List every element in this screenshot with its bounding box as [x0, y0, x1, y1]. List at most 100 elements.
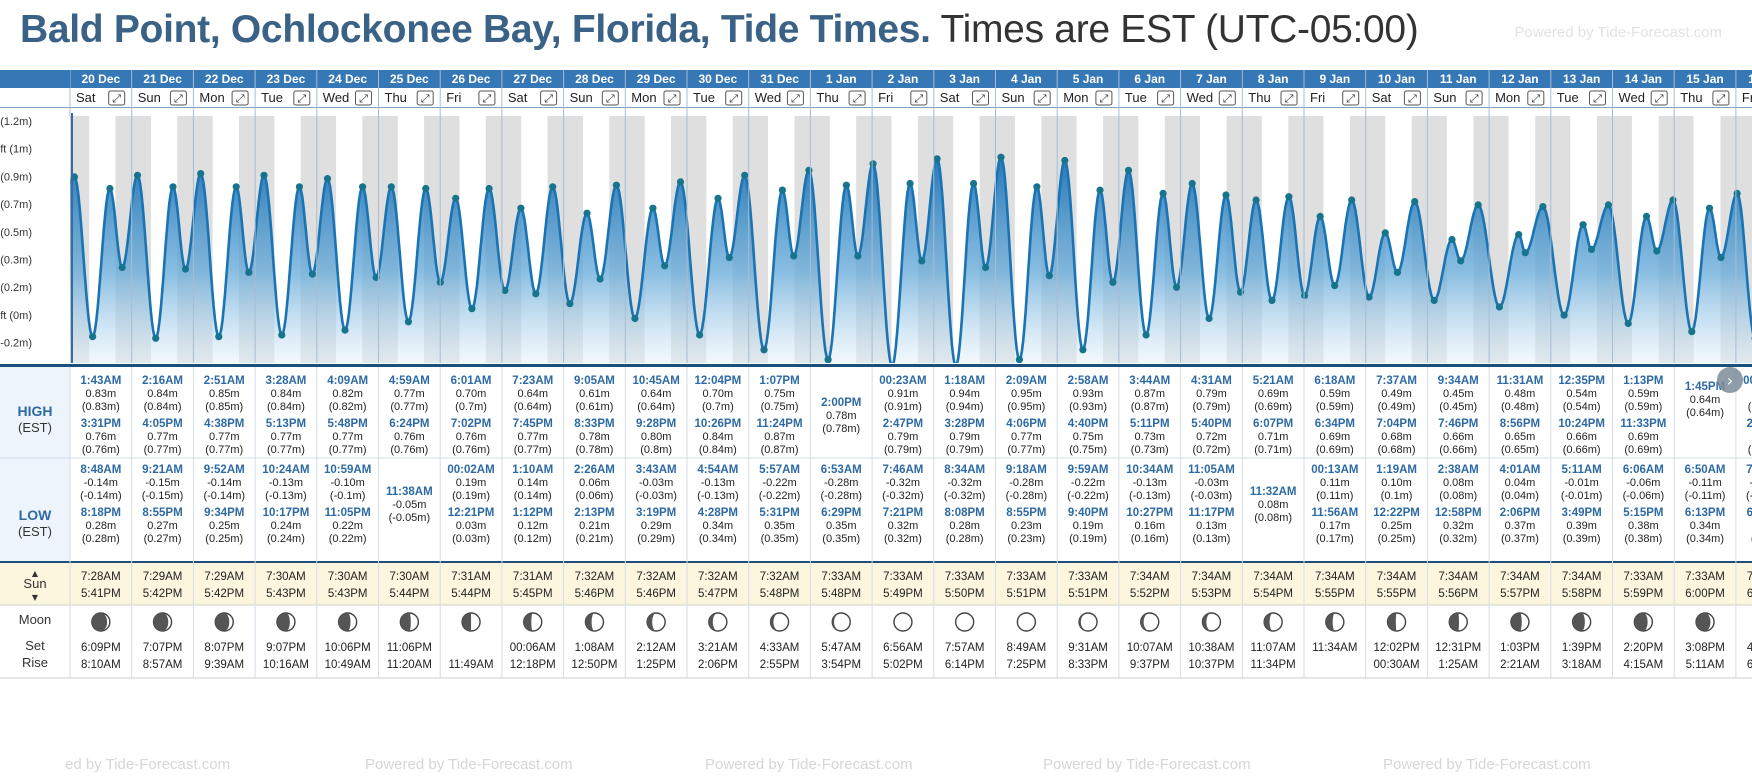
high-tide-time: 11:24PM: [757, 418, 803, 430]
low-tide-time: 10:24AM: [262, 464, 309, 476]
low-tide-point: [890, 362, 894, 363]
low-tide-time: 9:34PM: [204, 507, 244, 519]
date-label: 23 Dec: [267, 72, 306, 86]
page-header: Bald Point, Ochlockonee Bay, Florida, Ti…: [0, 0, 1752, 70]
expand-icon: ⤢: [1531, 92, 1540, 105]
low-tide-time: 12:22PM: [1373, 507, 1420, 519]
moon-phase-shadow: [153, 613, 169, 631]
low-tide-height-alt: (0.35m): [822, 533, 860, 545]
high-tide-height-alt: (0.77m): [329, 444, 367, 456]
expand-icon: ⤢: [1223, 92, 1232, 105]
high-tide-time: 1:43AM: [80, 375, 121, 387]
moonset-time: 9:31AM: [1068, 642, 1108, 654]
expand-day-button: [1157, 90, 1175, 106]
high-tide-height: 0.84m: [271, 388, 302, 400]
low-tide-height: 0.35m: [764, 520, 795, 532]
high-tide-height: 0.76m: [86, 431, 117, 443]
low-tide-height-alt: (0.35m): [761, 533, 799, 545]
low-tide-point: [308, 270, 316, 278]
high-tide-time: 3:31PM: [81, 418, 121, 430]
low-tide-height-alt: (0.28m): [946, 533, 984, 545]
high-tide-height: 0.77m: [332, 431, 363, 443]
high-tide-time: 2:15PM: [1747, 418, 1752, 430]
low-tide-time: 1:12PM: [513, 507, 553, 519]
low-tide-height-alt: (-0.03m): [1191, 490, 1233, 502]
high-tide-height: 0.54m: [1566, 388, 1597, 400]
low-tide-point: [954, 362, 958, 363]
moonrise-time: 9:39AM: [204, 659, 244, 671]
high-tide-height: 0.73m: [1134, 431, 1165, 443]
low-tide-height: -0.28m: [1009, 477, 1043, 489]
moonset-time: 10:38AM: [1188, 642, 1234, 654]
high-tide-time: 5:13PM: [266, 418, 306, 430]
low-tide-height: -0.13m: [701, 477, 735, 489]
low-tide-height: -0.28m: [824, 477, 858, 489]
weekday-label: Mon: [1495, 90, 1520, 105]
low-tide-height: -0.14m: [84, 477, 118, 489]
high-tide-point: [422, 184, 430, 193]
weekday-label: Thu: [1680, 90, 1702, 105]
high-tide-height: 0.59m: [1628, 388, 1659, 400]
low-tide-height-alt: (0.25m): [205, 533, 243, 545]
high-tide-height: 0.45m: [1443, 388, 1474, 400]
low-tide-point: [89, 333, 97, 341]
sunrise-time: 7:33AM: [821, 571, 861, 583]
weekday-label: Sun: [1002, 90, 1025, 105]
low-tide-height-alt: (0.3m): [1751, 533, 1752, 545]
high-tide-height-alt: (0.68m): [1378, 444, 1416, 456]
high-tide-time: 1:45PM: [1685, 381, 1725, 393]
moonrise-time: 12:50PM: [571, 659, 617, 671]
high-tide-height: 0.69m: [1628, 431, 1659, 443]
sunset-time: 6:00PM: [1747, 588, 1752, 600]
low-tide-point: [1393, 268, 1402, 276]
high-tide-time: 8:56PM: [1500, 418, 1540, 430]
low-tide-time: 10:59AM: [324, 464, 371, 476]
moon-phase-shadow: [1140, 613, 1150, 631]
high-tide-point: [676, 178, 685, 186]
moonrise-time: 2:21AM: [1500, 659, 1540, 671]
high-tide-point: [1642, 212, 1651, 220]
sunset-time: 5:46PM: [575, 588, 615, 600]
expand-day-button: [1218, 90, 1236, 106]
high-tide-point: [970, 179, 978, 188]
date-label: 12 Jan: [1501, 72, 1538, 86]
expand-day-button: [972, 90, 989, 106]
moonset-time: 00:06AM: [510, 642, 556, 654]
expand-day-button: [1465, 90, 1483, 106]
low-tide-point: [566, 300, 574, 308]
high-tide-time: 7:37AM: [1376, 375, 1417, 387]
expand-icon: ⤢: [729, 92, 738, 105]
low-tide-height: 0.03m: [456, 520, 487, 532]
low-tide-height: 0.08m: [1443, 477, 1474, 489]
tide-curve-group: [70, 153, 1752, 363]
low-tide-height-alt: (-0.01m): [1561, 490, 1603, 502]
low-tide-height: 0.19m: [1073, 520, 1104, 532]
moonset-time: 10:06PM: [325, 642, 371, 654]
high-tide-time: 9:34AM: [1438, 375, 1479, 387]
high-tide-height-alt: (0.66m): [1439, 444, 1477, 456]
expand-icon: ⤢: [1038, 92, 1047, 105]
moon-phase-shadow: [276, 613, 290, 631]
sun-row: [0, 563, 1752, 605]
high-tide-height-alt: (0.69m): [1624, 444, 1662, 456]
moonrise-time: 11:20AM: [387, 659, 432, 671]
low-tide-time: 8:48AM: [80, 464, 121, 476]
date-label: 10 Jan: [1378, 72, 1415, 86]
expand-day-button: [663, 90, 681, 106]
sunset-time: 5:48PM: [821, 588, 861, 600]
date-label: 30 Dec: [698, 72, 737, 86]
low-tide-height: 0.32m: [1443, 520, 1474, 532]
weekday-label: Thu: [816, 90, 838, 105]
expand-day-button: [1712, 90, 1730, 106]
low-tide-time: 12:58PM: [1435, 507, 1482, 519]
timezone-note: Times are EST (UTC-05:00): [940, 8, 1419, 51]
high-tide-time: 3:28AM: [265, 375, 306, 387]
low-tide-height-alt: (0.23m): [1007, 533, 1045, 545]
moonset-time: 8:07PM: [204, 642, 244, 654]
low-tide-point: [760, 346, 768, 354]
weekday-label: Thu: [1248, 90, 1270, 105]
low-tide-height-alt: (0.16m): [1131, 533, 1169, 545]
date-label: 25 Dec: [390, 72, 429, 86]
date-label: 3 Jan: [949, 72, 980, 86]
low-tide-height-alt: (-0.14m): [203, 490, 245, 502]
